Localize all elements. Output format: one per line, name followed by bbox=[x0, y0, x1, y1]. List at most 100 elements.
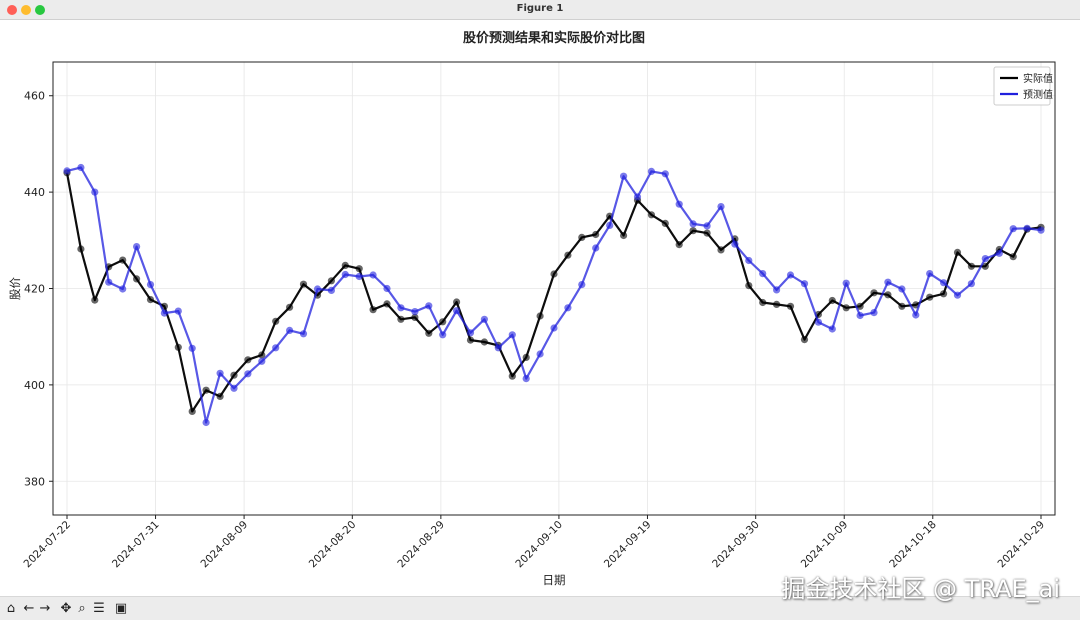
data-point-1 bbox=[842, 279, 850, 287]
zoom-icon[interactable]: ⌕ bbox=[78, 600, 86, 616]
data-point-1 bbox=[397, 304, 405, 312]
data-point-1 bbox=[146, 281, 155, 289]
data-point-0 bbox=[77, 245, 85, 253]
data-point-1 bbox=[160, 309, 168, 317]
window-title: Figure 1 bbox=[516, 3, 564, 14]
data-point-1 bbox=[188, 344, 196, 352]
data-point-0 bbox=[411, 313, 419, 321]
data-point-1 bbox=[828, 325, 836, 333]
data-point-0 bbox=[425, 329, 433, 337]
data-point-1 bbox=[759, 270, 767, 278]
data-point-0 bbox=[828, 296, 836, 305]
pan-icon[interactable]: ✥ bbox=[60, 600, 72, 616]
home-icon[interactable]: ⌂ bbox=[6, 600, 16, 616]
data-point-1 bbox=[286, 326, 294, 334]
data-point-1 bbox=[313, 285, 322, 293]
data-point-1 bbox=[216, 369, 224, 377]
data-point-0 bbox=[981, 262, 989, 270]
data-point-1 bbox=[814, 318, 823, 326]
data-point-1 bbox=[355, 272, 363, 281]
x-tick-label: 2024-08-20 bbox=[307, 519, 359, 571]
data-point-1 bbox=[369, 271, 377, 279]
data-point-0 bbox=[327, 277, 335, 285]
data-point-0 bbox=[341, 261, 349, 269]
data-point-1 bbox=[550, 324, 558, 332]
data-point-1 bbox=[592, 244, 600, 252]
legend-label-0: 实际值 bbox=[1023, 72, 1053, 85]
data-point-1 bbox=[647, 167, 656, 175]
data-point-1 bbox=[439, 331, 447, 339]
data-point-0 bbox=[745, 282, 753, 290]
maximize-window-button[interactable] bbox=[35, 5, 45, 15]
data-point-1 bbox=[953, 291, 962, 299]
data-point-0 bbox=[842, 304, 850, 312]
back-arrow-icon[interactable]: ← bbox=[23, 600, 35, 616]
data-point-1 bbox=[522, 375, 530, 383]
data-point-1 bbox=[675, 200, 683, 208]
data-point-0 bbox=[133, 275, 141, 283]
data-point-0 bbox=[466, 336, 475, 344]
y-tick-label: 440 bbox=[24, 186, 45, 199]
data-point-1 bbox=[703, 222, 711, 230]
configure-subplots-icon[interactable]: ☰ bbox=[93, 600, 105, 616]
data-point-1 bbox=[731, 240, 739, 248]
data-point-0 bbox=[119, 256, 127, 264]
minimize-window-button[interactable] bbox=[21, 5, 31, 15]
data-point-1 bbox=[327, 286, 335, 294]
data-point-1 bbox=[786, 271, 795, 279]
series-line-0 bbox=[65, 172, 1042, 413]
data-point-0 bbox=[689, 227, 697, 235]
data-point-0 bbox=[759, 298, 767, 307]
data-point-0 bbox=[870, 289, 878, 297]
data-point-0 bbox=[940, 290, 948, 298]
window-titlebar: Figure 1 bbox=[0, 0, 1080, 20]
data-point-1 bbox=[870, 309, 878, 317]
data-point-1 bbox=[91, 188, 99, 196]
data-point-1 bbox=[119, 285, 127, 293]
data-point-1 bbox=[299, 330, 308, 338]
data-point-1 bbox=[689, 220, 697, 228]
data-point-1 bbox=[898, 285, 906, 293]
data-point-0 bbox=[244, 356, 252, 364]
close-window-button[interactable] bbox=[7, 5, 17, 15]
data-point-1 bbox=[578, 281, 586, 289]
data-point-0 bbox=[202, 386, 210, 394]
data-point-0 bbox=[369, 306, 377, 314]
data-point-1 bbox=[564, 304, 572, 312]
data-point-0 bbox=[1009, 253, 1017, 261]
line-chart: 380 400 420 440 460 2024-07-22 2024-07-31 2024-… bbox=[8, 30, 1056, 587]
data-point-0 bbox=[578, 233, 586, 241]
data-point-0 bbox=[703, 229, 711, 237]
data-point-1 bbox=[466, 329, 475, 337]
save-icon[interactable]: ▣ bbox=[114, 600, 128, 616]
data-point-0 bbox=[258, 351, 266, 359]
x-tick-label: 2024-07-31 bbox=[110, 519, 162, 571]
data-point-0 bbox=[898, 302, 906, 310]
data-point-0 bbox=[550, 270, 558, 278]
data-point-1 bbox=[230, 384, 238, 392]
data-point-0 bbox=[355, 265, 363, 273]
data-point-1 bbox=[202, 418, 210, 427]
data-point-1 bbox=[494, 344, 502, 352]
data-point-1 bbox=[480, 315, 488, 323]
data-point-0 bbox=[230, 371, 238, 379]
data-point-1 bbox=[995, 249, 1003, 257]
data-point-1 bbox=[633, 193, 642, 201]
data-point-1 bbox=[620, 172, 628, 180]
x-tick-label: 2024-09-30 bbox=[710, 519, 762, 571]
data-point-1 bbox=[981, 255, 989, 263]
forward-arrow-icon[interactable]: → bbox=[39, 600, 51, 616]
data-point-0 bbox=[216, 392, 224, 400]
chart-title: 股价预测结果和实际股价对比图 bbox=[463, 30, 645, 46]
data-point-0 bbox=[383, 300, 391, 308]
data-point-1 bbox=[1023, 224, 1031, 232]
y-tick-label: 380 bbox=[24, 475, 45, 488]
data-point-0 bbox=[188, 407, 196, 415]
y-tick-label: 400 bbox=[24, 379, 45, 392]
data-point-1 bbox=[244, 370, 252, 378]
legend-box bbox=[993, 66, 1051, 106]
data-point-0 bbox=[286, 303, 294, 311]
y-tick-label: 420 bbox=[24, 283, 45, 296]
figure-canvas: 380 400 420 440 460 2024-07-22 2024-07-31 2024-… bbox=[0, 20, 1080, 596]
data-point-0 bbox=[856, 302, 864, 310]
